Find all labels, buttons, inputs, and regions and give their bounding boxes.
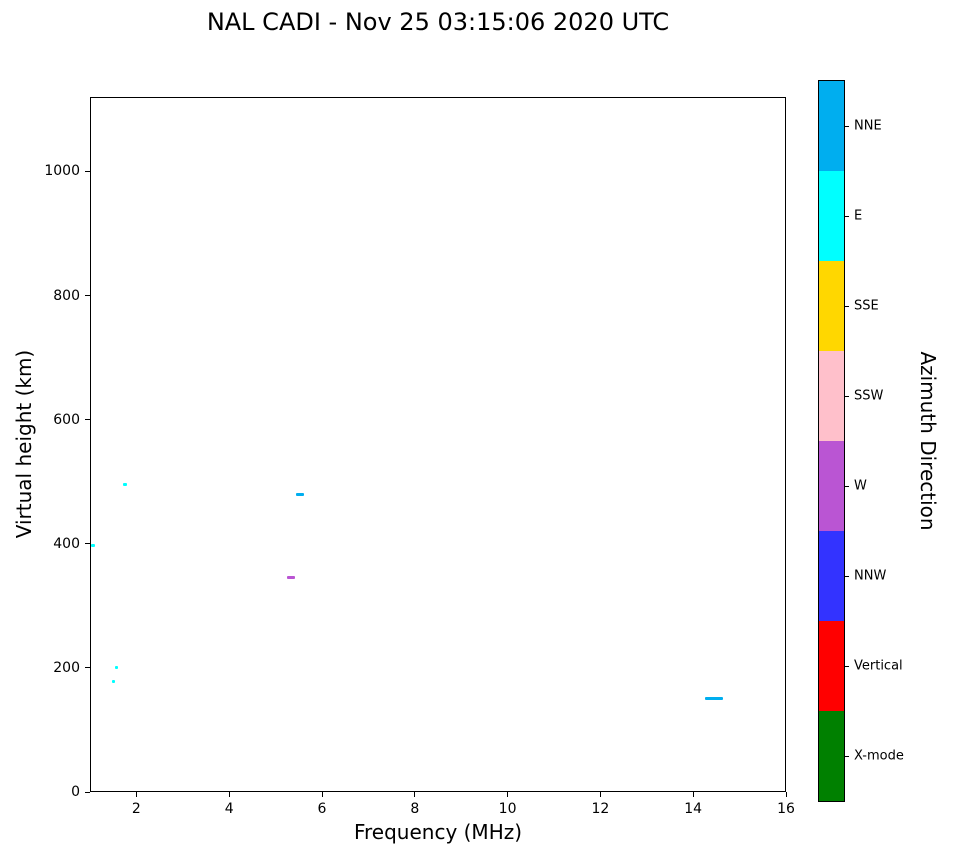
plot-area	[90, 97, 786, 792]
x-tick-mark	[785, 792, 787, 797]
echo-point	[112, 680, 116, 684]
y-tick-label: 200	[53, 659, 80, 676]
x-tick-mark	[135, 792, 137, 797]
echo-point	[115, 666, 119, 670]
y-tick-mark	[85, 667, 90, 669]
x-tick-label: 6	[317, 801, 327, 817]
x-tick-mark	[414, 792, 416, 797]
x-tick-label: 14	[684, 801, 703, 817]
y-tick-mark	[85, 295, 90, 297]
y-tick-label: 1000	[44, 163, 80, 180]
colorbar-segment	[819, 531, 844, 621]
colorbar-tick-label: NNW	[854, 568, 887, 584]
y-tick-label: 800	[53, 287, 80, 304]
y-tick-mark	[85, 170, 90, 172]
echo-point	[704, 697, 724, 701]
colorbar-tick-mark	[845, 395, 849, 397]
colorbar-tick-mark	[845, 575, 849, 577]
colorbar	[818, 80, 845, 802]
colorbar-segment	[819, 81, 844, 171]
y-tick-label: 400	[53, 535, 80, 552]
x-tick-label: 2	[131, 801, 141, 817]
colorbar-tick-mark	[845, 305, 849, 307]
colorbar-segment	[819, 351, 844, 441]
x-tick-mark	[692, 792, 694, 797]
x-tick-mark	[599, 792, 601, 797]
colorbar-segment	[819, 171, 844, 261]
colorbar-tick-mark	[845, 215, 849, 217]
x-axis-label: Frequency (MHz)	[353, 820, 523, 844]
x-tick-label: 4	[224, 801, 234, 817]
chart-title: NAL CADI - Nov 25 03:15:06 2020 UTC	[206, 8, 670, 36]
y-tick-label: 0	[71, 784, 80, 800]
colorbar-tick-label: SSE	[854, 298, 879, 314]
y-tick-mark	[85, 543, 90, 545]
echo-point	[91, 544, 95, 548]
colorbar-segment	[819, 711, 844, 801]
colorbar-tick-mark	[845, 485, 849, 487]
x-tick-label: 12	[591, 801, 610, 817]
echo-point	[296, 492, 305, 496]
colorbar-tick-mark	[845, 755, 849, 757]
x-tick-label: 16	[777, 801, 795, 817]
x-tick-mark	[321, 792, 323, 797]
echo-point	[123, 483, 128, 487]
y-axis-label: Virtual height (km)	[12, 349, 36, 539]
colorbar-axis-label: Azimuth Direction	[916, 351, 940, 531]
colorbar-tick-label: X-mode	[854, 748, 904, 764]
colorbar-segment	[819, 441, 844, 531]
x-tick-label: 10	[498, 801, 517, 817]
colorbar-tick-label: SSW	[854, 388, 884, 404]
y-tick-mark	[85, 791, 90, 793]
y-tick-mark	[85, 419, 90, 421]
colorbar-tick-label: W	[854, 478, 867, 494]
x-tick-label: 8	[410, 801, 420, 817]
colorbar-tick-mark	[845, 665, 849, 667]
colorbar-tick-label: E	[854, 208, 863, 224]
colorbar-tick-mark	[845, 125, 849, 127]
colorbar-segment	[819, 621, 844, 711]
x-tick-mark	[228, 792, 230, 797]
echo-point	[287, 576, 296, 580]
colorbar-tick-label: Vertical	[854, 658, 903, 674]
y-tick-label: 600	[53, 411, 80, 428]
x-tick-mark	[507, 792, 509, 797]
colorbar-segment	[819, 261, 844, 351]
colorbar-tick-label: NNE	[854, 118, 882, 134]
